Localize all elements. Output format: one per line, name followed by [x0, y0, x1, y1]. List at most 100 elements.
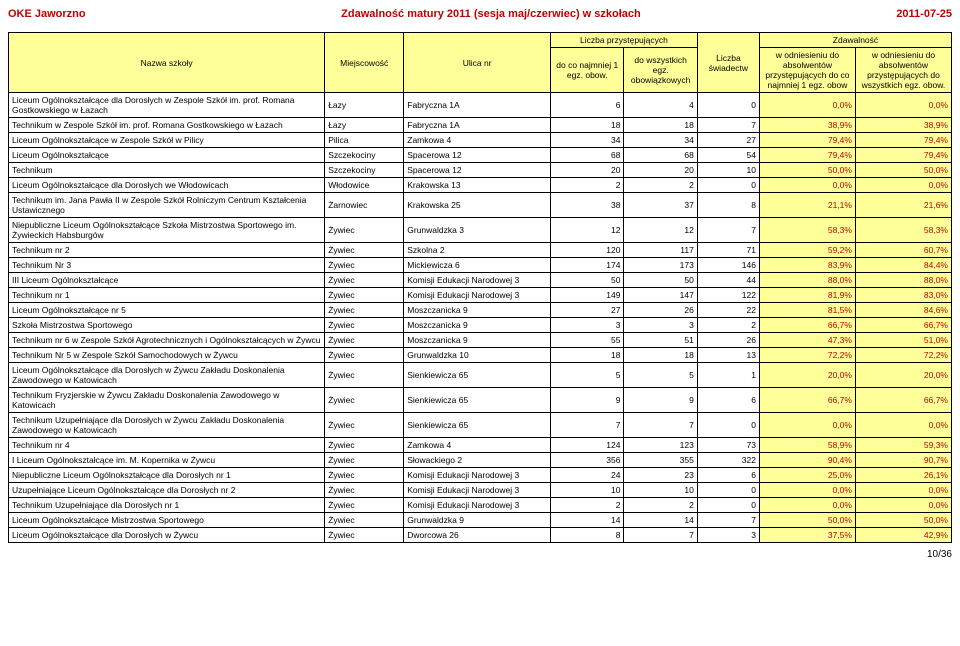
- cell-min1: 18: [551, 118, 624, 133]
- cell-school: III Liceum Ogólnokształcące: [9, 273, 325, 288]
- cell-all: 7: [624, 413, 697, 438]
- cell-all: 117: [624, 243, 697, 258]
- cell-pct1: 25,0%: [759, 468, 855, 483]
- cell-city: Żywiec: [325, 303, 404, 318]
- cell-cert: 54: [697, 148, 759, 163]
- cell-city: Żywiec: [325, 483, 404, 498]
- cell-pct1: 79,4%: [759, 148, 855, 163]
- cell-addr: Mickiewicza 6: [404, 258, 551, 273]
- cell-cert: 7: [697, 218, 759, 243]
- table-row: Technikum Uzupełniające dla Dorosłych w …: [9, 413, 952, 438]
- cell-pct2: 66,7%: [855, 388, 951, 413]
- cell-all: 5: [624, 363, 697, 388]
- cell-city: Żywiec: [325, 498, 404, 513]
- cell-city: Żywiec: [325, 513, 404, 528]
- cell-city: Łazy: [325, 118, 404, 133]
- cell-pct2: 0,0%: [855, 178, 951, 193]
- cell-school: Technikum Uzupełniające dla Dorosłych w …: [9, 413, 325, 438]
- cell-addr: Sienkiewicza 65: [404, 363, 551, 388]
- cell-all: 18: [624, 118, 697, 133]
- cell-city: Żywiec: [325, 528, 404, 543]
- cell-city: Żywiec: [325, 413, 404, 438]
- cell-addr: Dworcowa 26: [404, 528, 551, 543]
- cell-addr: Komisji Edukacji Narodowej 3: [404, 273, 551, 288]
- cell-addr: Zamkowa 4: [404, 133, 551, 148]
- cell-min1: 9: [551, 388, 624, 413]
- page-header: OKE Jaworzno Zdawalność matury 2011 (ses…: [8, 8, 952, 20]
- cell-pct1: 66,7%: [759, 318, 855, 333]
- cell-pct2: 0,0%: [855, 483, 951, 498]
- cell-min1: 34: [551, 133, 624, 148]
- cell-school: Liceum Ogólnokształcące w Zespole Szkół …: [9, 133, 325, 148]
- cell-school: Technikum nr 6 w Zespole Szkół Agrotechn…: [9, 333, 325, 348]
- cell-pct1: 37,5%: [759, 528, 855, 543]
- cell-school: Niepubliczne Liceum Ogólnokształcące Szk…: [9, 218, 325, 243]
- cell-cert: 10: [697, 163, 759, 178]
- cell-all: 7: [624, 528, 697, 543]
- cell-school: Technikum Fryzjerskie w Żywcu Zakładu Do…: [9, 388, 325, 413]
- cell-min1: 27: [551, 303, 624, 318]
- cell-addr: Grunwaldzka 10: [404, 348, 551, 363]
- col-pct2: w odniesieniu do absolwentów przystępują…: [855, 48, 951, 93]
- col-all: do wszystkich egz. obowiązkowych: [624, 48, 697, 93]
- cell-all: 355: [624, 453, 697, 468]
- cell-cert: 26: [697, 333, 759, 348]
- table-row: Liceum Ogólnokształcące dla Dorosłych we…: [9, 178, 952, 193]
- cell-city: Szczekociny: [325, 148, 404, 163]
- cell-school: Liceum Ogólnokształcące Mistrzostwa Spor…: [9, 513, 325, 528]
- cell-pct2: 90,7%: [855, 453, 951, 468]
- cell-cert: 71: [697, 243, 759, 258]
- cell-addr: Sienkiewicza 65: [404, 413, 551, 438]
- cell-min1: 149: [551, 288, 624, 303]
- cell-school: Technikum Nr 5 w Zespole Szkół Samochodo…: [9, 348, 325, 363]
- cell-all: 12: [624, 218, 697, 243]
- cell-pct1: 0,0%: [759, 483, 855, 498]
- cell-addr: Fabryczna 1A: [404, 118, 551, 133]
- table-body: Liceum Ogólnokształcące dla Dorosłych w …: [9, 93, 952, 543]
- cell-pct2: 26,1%: [855, 468, 951, 483]
- table-row: Liceum Ogólnokształcące dla Dorosłych w …: [9, 93, 952, 118]
- cell-all: 68: [624, 148, 697, 163]
- cell-city: Żywiec: [325, 388, 404, 413]
- cell-addr: Grunwaldzka 3: [404, 218, 551, 243]
- cell-pct2: 0,0%: [855, 413, 951, 438]
- cell-min1: 12: [551, 218, 624, 243]
- cell-pct2: 59,3%: [855, 438, 951, 453]
- cell-all: 14: [624, 513, 697, 528]
- cell-all: 147: [624, 288, 697, 303]
- cell-school: Liceum Ogólnokształcące dla Dorosłych w …: [9, 528, 325, 543]
- cell-min1: 356: [551, 453, 624, 468]
- cell-school: Niepubliczne Liceum Ogólnokształcące dla…: [9, 468, 325, 483]
- cell-min1: 124: [551, 438, 624, 453]
- cell-pct1: 90,4%: [759, 453, 855, 468]
- cell-all: 26: [624, 303, 697, 318]
- cell-addr: Krakowska 25: [404, 193, 551, 218]
- cell-addr: Sienkiewicza 65: [404, 388, 551, 413]
- cell-pct1: 47,3%: [759, 333, 855, 348]
- cell-city: Żarnowiec: [325, 193, 404, 218]
- cell-cert: 2: [697, 318, 759, 333]
- cell-cert: 6: [697, 388, 759, 413]
- col-pct1: w odniesieniu do absolwentów przystępują…: [759, 48, 855, 93]
- table-row: TechnikumSzczekocinySpacerowa 1220201050…: [9, 163, 952, 178]
- cell-all: 23: [624, 468, 697, 483]
- table-row: Technikum im. Jana Pawła II w Zespole Sz…: [9, 193, 952, 218]
- table-row: Liceum Ogólnokształcące nr 5ŻywiecMoszcz…: [9, 303, 952, 318]
- cell-pct1: 88,0%: [759, 273, 855, 288]
- cell-pct2: 72,2%: [855, 348, 951, 363]
- cell-pct1: 83,9%: [759, 258, 855, 273]
- cell-city: Żywiec: [325, 468, 404, 483]
- cell-addr: Komisji Edukacji Narodowej 3: [404, 468, 551, 483]
- cell-pct2: 0,0%: [855, 498, 951, 513]
- cell-min1: 5: [551, 363, 624, 388]
- table-row: Liceum Ogólnokształcące w Zespole Szkół …: [9, 133, 952, 148]
- cell-addr: Krakowska 13: [404, 178, 551, 193]
- cell-pct2: 50,0%: [855, 163, 951, 178]
- cell-all: 123: [624, 438, 697, 453]
- col-certificates: Liczba świadectw: [697, 33, 759, 93]
- cell-addr: Fabryczna 1A: [404, 93, 551, 118]
- cell-pct1: 50,0%: [759, 163, 855, 178]
- cell-cert: 7: [697, 118, 759, 133]
- cell-city: Żywiec: [325, 273, 404, 288]
- table-row: Technikum Nr 3ŻywiecMickiewicza 61741731…: [9, 258, 952, 273]
